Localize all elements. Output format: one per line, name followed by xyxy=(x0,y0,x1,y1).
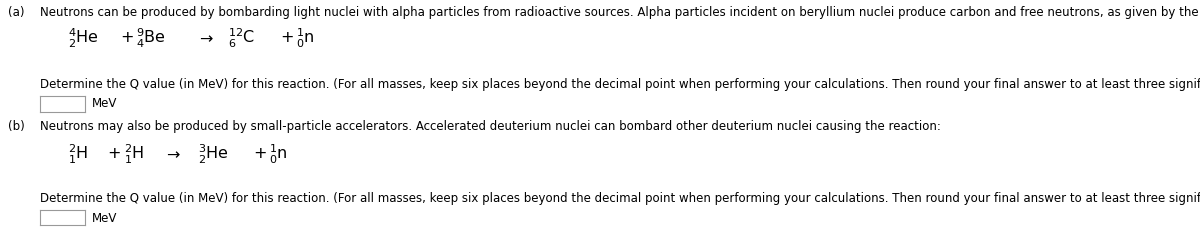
Text: $+$: $+$ xyxy=(120,30,133,46)
Text: (b): (b) xyxy=(8,120,25,133)
Text: $\rightarrow$: $\rightarrow$ xyxy=(163,147,181,161)
Text: $^{12}_{6}$C: $^{12}_{6}$C xyxy=(228,26,256,50)
Text: $^{1}_{0}$n: $^{1}_{0}$n xyxy=(296,26,314,50)
Text: $^{1}_{0}$n: $^{1}_{0}$n xyxy=(269,142,288,166)
Text: (a): (a) xyxy=(8,6,24,19)
Text: $+$: $+$ xyxy=(280,30,294,46)
Text: MeV: MeV xyxy=(92,211,118,224)
Text: $+$: $+$ xyxy=(107,147,121,161)
Text: $^{2}_{1}$H: $^{2}_{1}$H xyxy=(124,142,144,166)
Text: Neutrons may also be produced by small-particle accelerators. Accelerated deuter: Neutrons may also be produced by small-p… xyxy=(40,120,941,133)
Text: Determine the Q value (in MeV) for this reaction. (For all masses, keep six plac: Determine the Q value (in MeV) for this … xyxy=(40,192,1200,205)
Text: $^{4}_{2}$He: $^{4}_{2}$He xyxy=(68,26,98,50)
Text: $^{9}_{4}$Be: $^{9}_{4}$Be xyxy=(136,26,166,50)
Text: MeV: MeV xyxy=(92,97,118,110)
Text: Neutrons can be produced by bombarding light nuclei with alpha particles from ra: Neutrons can be produced by bombarding l… xyxy=(40,6,1200,19)
Text: $^{3}_{2}$He: $^{3}_{2}$He xyxy=(198,142,229,166)
Text: Determine the Q value (in MeV) for this reaction. (For all masses, keep six plac: Determine the Q value (in MeV) for this … xyxy=(40,78,1200,91)
Text: $+$: $+$ xyxy=(253,147,266,161)
Text: $\rightarrow$: $\rightarrow$ xyxy=(196,30,214,46)
Text: $^{2}_{1}$H: $^{2}_{1}$H xyxy=(68,142,89,166)
